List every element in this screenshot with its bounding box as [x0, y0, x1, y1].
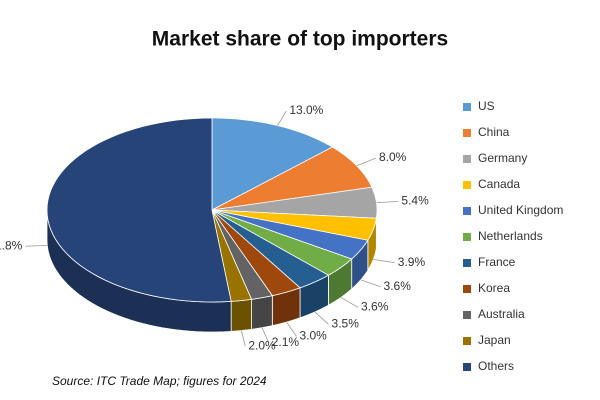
legend-swatch	[463, 337, 471, 345]
data-label: 3.5%	[332, 317, 360, 331]
legend-label: France	[478, 255, 516, 269]
data-label: 3.9%	[398, 255, 426, 269]
legend-label: Korea	[478, 281, 510, 295]
legend-label: Netherlands	[478, 229, 543, 243]
pie-labels: 13.0%8.0%5.4%3.9%3.6%3.6%3.5%3.0%2.1%2.0…	[0, 103, 429, 352]
legend-swatch	[463, 103, 471, 111]
legend-label: Japan	[478, 333, 511, 347]
data-label: 2.0%	[248, 338, 276, 352]
slice	[211, 209, 330, 289]
leader-line	[25, 244, 48, 247]
legend-swatch	[463, 181, 471, 189]
data-label: 3.6%	[384, 279, 412, 293]
slice	[211, 209, 273, 300]
legend: US China Germany Canada United Kingdom Nether…	[463, 99, 563, 373]
slice	[211, 209, 377, 241]
leader-line	[360, 279, 381, 288]
legend-label: Australia	[478, 307, 525, 321]
legend-swatch	[463, 207, 471, 215]
slice	[211, 117, 334, 211]
leader-line	[340, 297, 359, 308]
legend-label: Canada	[478, 177, 520, 191]
pie-sides	[46, 209, 378, 333]
slice	[46, 117, 232, 303]
legend-swatch	[463, 363, 471, 371]
data-label: 51.8%	[0, 238, 23, 252]
leader-line	[376, 200, 399, 204]
slice	[211, 209, 301, 297]
data-label: 3.0%	[299, 329, 327, 343]
slice-side	[230, 298, 252, 332]
leader-line	[277, 110, 287, 126]
leader-line	[241, 330, 246, 347]
slice	[211, 209, 353, 276]
legend-swatch	[463, 233, 471, 241]
data-label: 8.0%	[379, 150, 407, 164]
pie-tops	[46, 117, 378, 303]
data-label: 3.6%	[361, 300, 389, 314]
legend-label: Germany	[478, 151, 527, 165]
leader-line	[314, 311, 329, 325]
data-label: 2.1%	[272, 335, 300, 349]
legend-swatch	[463, 285, 471, 293]
leader-line	[261, 327, 270, 344]
slice	[211, 209, 369, 260]
legend-swatch	[463, 129, 471, 137]
legend-swatch	[463, 259, 471, 267]
legend-swatch	[463, 311, 471, 319]
legend-label: US	[478, 99, 495, 113]
chart-title: Market share of top importers	[152, 28, 448, 51]
legend-swatch	[463, 155, 471, 163]
leader-line	[356, 157, 377, 167]
source-note: Source: ITC Trade Map; figures for 2024	[52, 374, 267, 388]
legend-label: Others	[478, 359, 514, 373]
legend-label: China	[478, 125, 510, 139]
slice	[211, 209, 253, 302]
data-label: 5.4%	[401, 194, 429, 208]
legend-label: United Kingdom	[478, 203, 563, 217]
data-label: 13.0%	[289, 103, 323, 117]
slice-side	[251, 295, 273, 330]
leader-line	[373, 258, 395, 264]
leader-line	[286, 321, 297, 337]
